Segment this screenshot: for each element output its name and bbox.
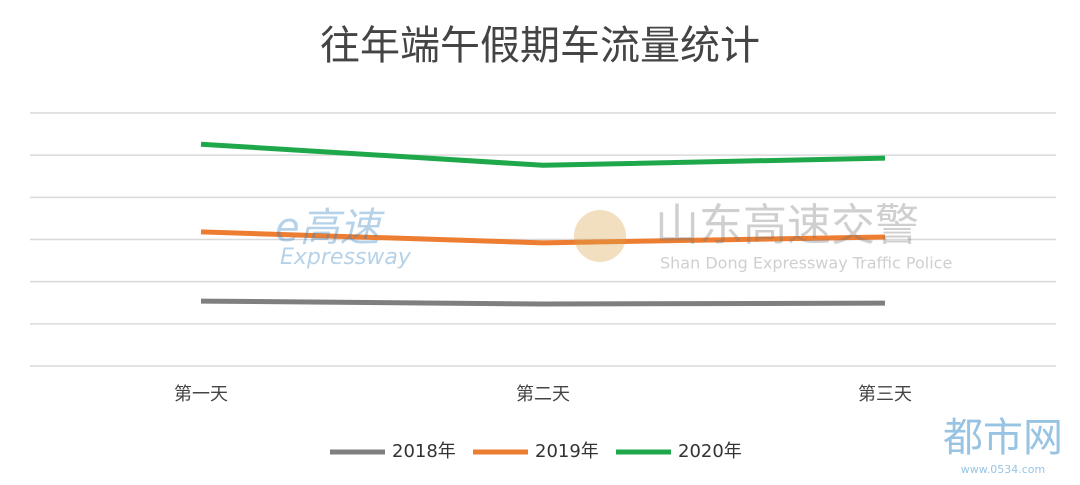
series-line [200, 141, 886, 168]
series-line [200, 229, 886, 246]
x-tick-label: 第三天 [858, 384, 912, 405]
legend-label: 2018年 [392, 441, 456, 462]
legend-label: 2020年 [678, 441, 742, 462]
watermark: www.0534.com [961, 463, 1045, 476]
watermark: 山东高速交警 [655, 200, 919, 251]
watermark-emblem [574, 210, 626, 262]
watermark: Shan Dong Expressway Traffic Police [660, 254, 952, 273]
watermark-group: e高速 Expressway 山东高速交警 Shan Dong Expressw… [275, 200, 952, 273]
plot: 第一天 第二天 第三天 2018年 2019年 2020年 [30, 112, 1056, 462]
chart-title: 往年端午假期车流量统计 [320, 23, 760, 69]
x-tick-label: 第一天 [174, 384, 228, 405]
watermark: Expressway [280, 245, 412, 270]
series-line [200, 298, 886, 307]
x-tick-label: 第二天 [516, 384, 570, 405]
legend-label: 2019年 [535, 441, 599, 462]
watermark: 都市网 [943, 415, 1063, 461]
watermark: e高速 [275, 205, 386, 251]
